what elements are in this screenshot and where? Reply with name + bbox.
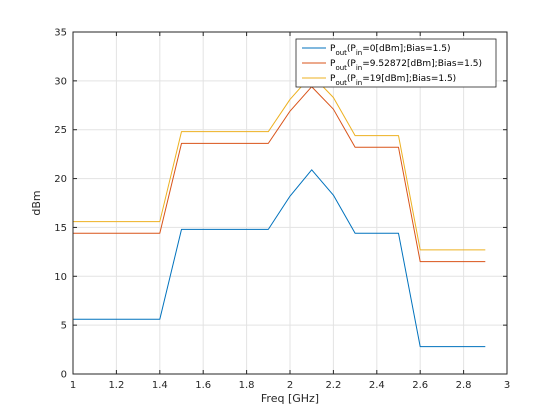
series-line-2 [73,86,486,263]
legend-text-rest: =0[dBm];Bias=1.5) [362,44,450,54]
legend-entry-1: Pout(Pin=0[dBm];Bias=1.5) [330,44,450,57]
y-tick-label: 10 [54,272,67,283]
y-tick-label: 30 [54,76,67,87]
legend: Pout(Pin=0[dBm];Bias=1.5)Pout(Pin=9.5287… [295,38,497,88]
legend-text-sub1: out [335,64,347,72]
y-axis-label: dBm [30,190,43,215]
legend-text-mid: (P [347,59,357,69]
legend-text-sub1: out [335,49,347,57]
y-tick-label: 20 [54,174,67,185]
y-axis-ticks: 0 5 10 15 20 25 30 35 [54,28,507,381]
y-tick-label: 15 [54,223,67,234]
legend-text-mid: (P [347,44,357,54]
legend-text-sub2: in [356,49,362,57]
legend-text-mid: (P [347,74,357,84]
x-axis-ticks: 1 1.2 1.4 1.6 1.8 2 2.2 2.4 2.6 2.8 3 [70,32,510,391]
x-tick-label: 1.2 [108,380,124,391]
legend-text-main: P [330,44,336,54]
x-tick-label: 2.2 [325,380,341,391]
legend-entry-2: Pout(Pin=9.52872[dBm];Bias=1.5) [330,59,482,72]
x-tick-label: 2.6 [412,380,428,391]
legend-text-sub1: out [335,79,347,87]
x-tick-label: 1.6 [195,380,211,391]
legend-entry-3: Pout(Pin=19[dBm];Bias=1.5) [330,74,456,87]
x-tick-label: 2 [287,380,293,391]
legend-text-sub2: in [356,64,362,72]
x-tick-label: 1.8 [239,380,255,391]
legend-text-main: P [330,74,336,84]
y-tick-label: 35 [54,28,67,39]
legend-text-rest: =19[dBm];Bias=1.5) [362,74,456,84]
y-tick-label: 25 [54,125,67,136]
x-tick-label: 3 [504,380,510,391]
legend-text-main: P [330,59,336,69]
x-axis-label: Freq [GHz] [261,392,319,405]
x-tick-label: 1 [70,380,76,391]
legend-box [295,38,497,88]
y-tick-label: 5 [61,321,67,332]
legend-text-sub2: in [356,79,362,87]
x-tick-label: 2.4 [369,380,385,391]
series-line-3 [73,74,486,251]
series-lines [73,74,486,348]
x-tick-label: 2.8 [456,380,472,391]
y-tick-label: 0 [61,370,67,381]
x-tick-label: 1.4 [152,380,168,391]
series-line-1 [73,169,486,348]
legend-text-rest: =9.52872[dBm];Bias=1.5) [362,59,482,69]
